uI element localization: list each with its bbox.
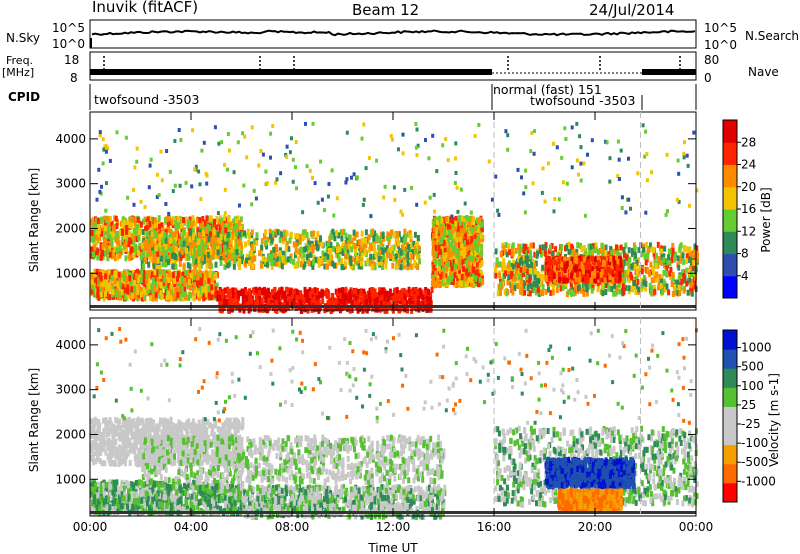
colorbar-tick-label: -100 bbox=[741, 436, 768, 450]
cpid-panel bbox=[89, 84, 697, 110]
nave-tick-bottom: 0 bbox=[704, 71, 712, 85]
colorbar-swatch bbox=[723, 142, 737, 165]
ytick-label: 2000 bbox=[55, 221, 86, 235]
xtick-label: 20:00 bbox=[578, 520, 613, 534]
ytick-label: 1000 bbox=[55, 266, 86, 280]
colorbar-tick-label: 24 bbox=[741, 158, 756, 172]
colorbar-tick-label: -1000 bbox=[741, 474, 776, 488]
ytick-label: 4000 bbox=[55, 338, 86, 352]
nsearch-label: N.Search bbox=[745, 29, 800, 43]
colorbar-swatch bbox=[723, 368, 737, 388]
colorbar-tick-label: 8 bbox=[741, 247, 749, 261]
nsky-tick-bottom: 10^0 bbox=[52, 37, 85, 51]
colorbar-swatch bbox=[723, 387, 737, 407]
freq-label: Freq. bbox=[6, 54, 34, 67]
power-ylabel: Slant Range [km] bbox=[27, 168, 41, 272]
colorbar-tick-label: -25 bbox=[741, 417, 761, 431]
colorbar-swatch bbox=[723, 164, 737, 188]
colorbar-swatch bbox=[723, 406, 737, 427]
nsearch-tick-top: 10^5 bbox=[704, 21, 737, 35]
colorbar-tick-label: 16 bbox=[741, 202, 756, 216]
velocity-panel: 1000 2000 3000 4000 00:00 04:00 08:00 12:00 16:0… bbox=[55, 317, 714, 534]
colorbar-swatch bbox=[723, 186, 737, 210]
colorbar-swatch bbox=[723, 330, 737, 350]
colorbar-swatch bbox=[723, 425, 737, 446]
nave-label: Nave bbox=[748, 65, 779, 79]
nsky-label: N.Sky bbox=[6, 31, 41, 45]
colorbar-tick-label: 25 bbox=[741, 398, 756, 412]
colorbar-swatch bbox=[723, 275, 737, 299]
colorbar-tick-label: 12 bbox=[741, 224, 756, 238]
power-panel: 1000 2000 3000 4000 bbox=[55, 111, 699, 314]
colorbar-swatch bbox=[723, 231, 737, 254]
colorbar-swatch bbox=[723, 463, 737, 484]
ytick-label: 3000 bbox=[55, 383, 86, 397]
xtick-label: 00:00 bbox=[679, 520, 714, 534]
cpid-mode-2: normal (fast) 151 bbox=[493, 82, 602, 97]
freq-tick-bottom: 8 bbox=[70, 71, 78, 85]
xtick-label: 16:00 bbox=[477, 520, 512, 534]
colorbar-tick-label: 4 bbox=[741, 269, 749, 283]
xtick-label: 12:00 bbox=[376, 520, 411, 534]
beam-label: Beam 12 bbox=[352, 1, 420, 19]
colorbar-tick-label: 1000 bbox=[741, 341, 772, 355]
freq-tick-top: 18 bbox=[64, 53, 80, 67]
colorbar-tick-label: 100 bbox=[741, 379, 764, 393]
nsky-tick-top: 10^5 bbox=[52, 21, 85, 35]
xtick-label: 08:00 bbox=[275, 520, 310, 534]
power-colorbar-label: Power [dB] bbox=[759, 187, 773, 252]
colorbar-swatch bbox=[723, 349, 737, 369]
time-axis-label: Time UT bbox=[367, 541, 418, 554]
ytick-label: 1000 bbox=[55, 472, 86, 486]
colorbar-tick-label: 28 bbox=[741, 135, 756, 149]
colorbar-swatch bbox=[723, 482, 737, 503]
cpid-label: CPID bbox=[8, 90, 41, 104]
colorbar-tick-label: 500 bbox=[741, 360, 764, 374]
velocity-ylabel: Slant Range [km] bbox=[27, 368, 41, 472]
freq-unit-label: [MHz] bbox=[2, 66, 35, 79]
colorbar-tick-label: -500 bbox=[741, 455, 768, 469]
xtick-label: 04:00 bbox=[174, 520, 209, 534]
freq-panel bbox=[89, 51, 697, 81]
xtick-label: 00:00 bbox=[73, 520, 108, 534]
colorbar-swatch bbox=[723, 444, 737, 465]
colorbar-swatch bbox=[723, 209, 737, 232]
date-label: 24/Jul/2014 bbox=[589, 1, 675, 19]
colorbar-swatch bbox=[723, 253, 737, 277]
nsearch-tick-bottom: 10^0 bbox=[704, 38, 737, 52]
cpid-mode-1: twofsound -3503 bbox=[94, 92, 200, 107]
ytick-label: 4000 bbox=[55, 132, 86, 146]
colorbar-tick-label: 20 bbox=[741, 180, 756, 194]
velocity-colorbar: 1000 500 100 25 -25 -100 -500 -1000 bbox=[722, 329, 776, 503]
cpid-mode-3: twofsound -3503 bbox=[530, 93, 636, 108]
colorbar-swatch bbox=[723, 120, 737, 143]
nave-tick-top: 80 bbox=[704, 53, 720, 67]
station-title: Inuvik (fitACF) bbox=[92, 0, 199, 16]
power-colorbar: 28 24 20 16 12 8 4 bbox=[722, 119, 756, 299]
ytick-label: 3000 bbox=[55, 177, 86, 191]
velocity-colorbar-label: Velocity [m s-1] bbox=[767, 373, 781, 467]
nsky-panel bbox=[89, 19, 697, 49]
ytick-label: 2000 bbox=[55, 427, 86, 441]
